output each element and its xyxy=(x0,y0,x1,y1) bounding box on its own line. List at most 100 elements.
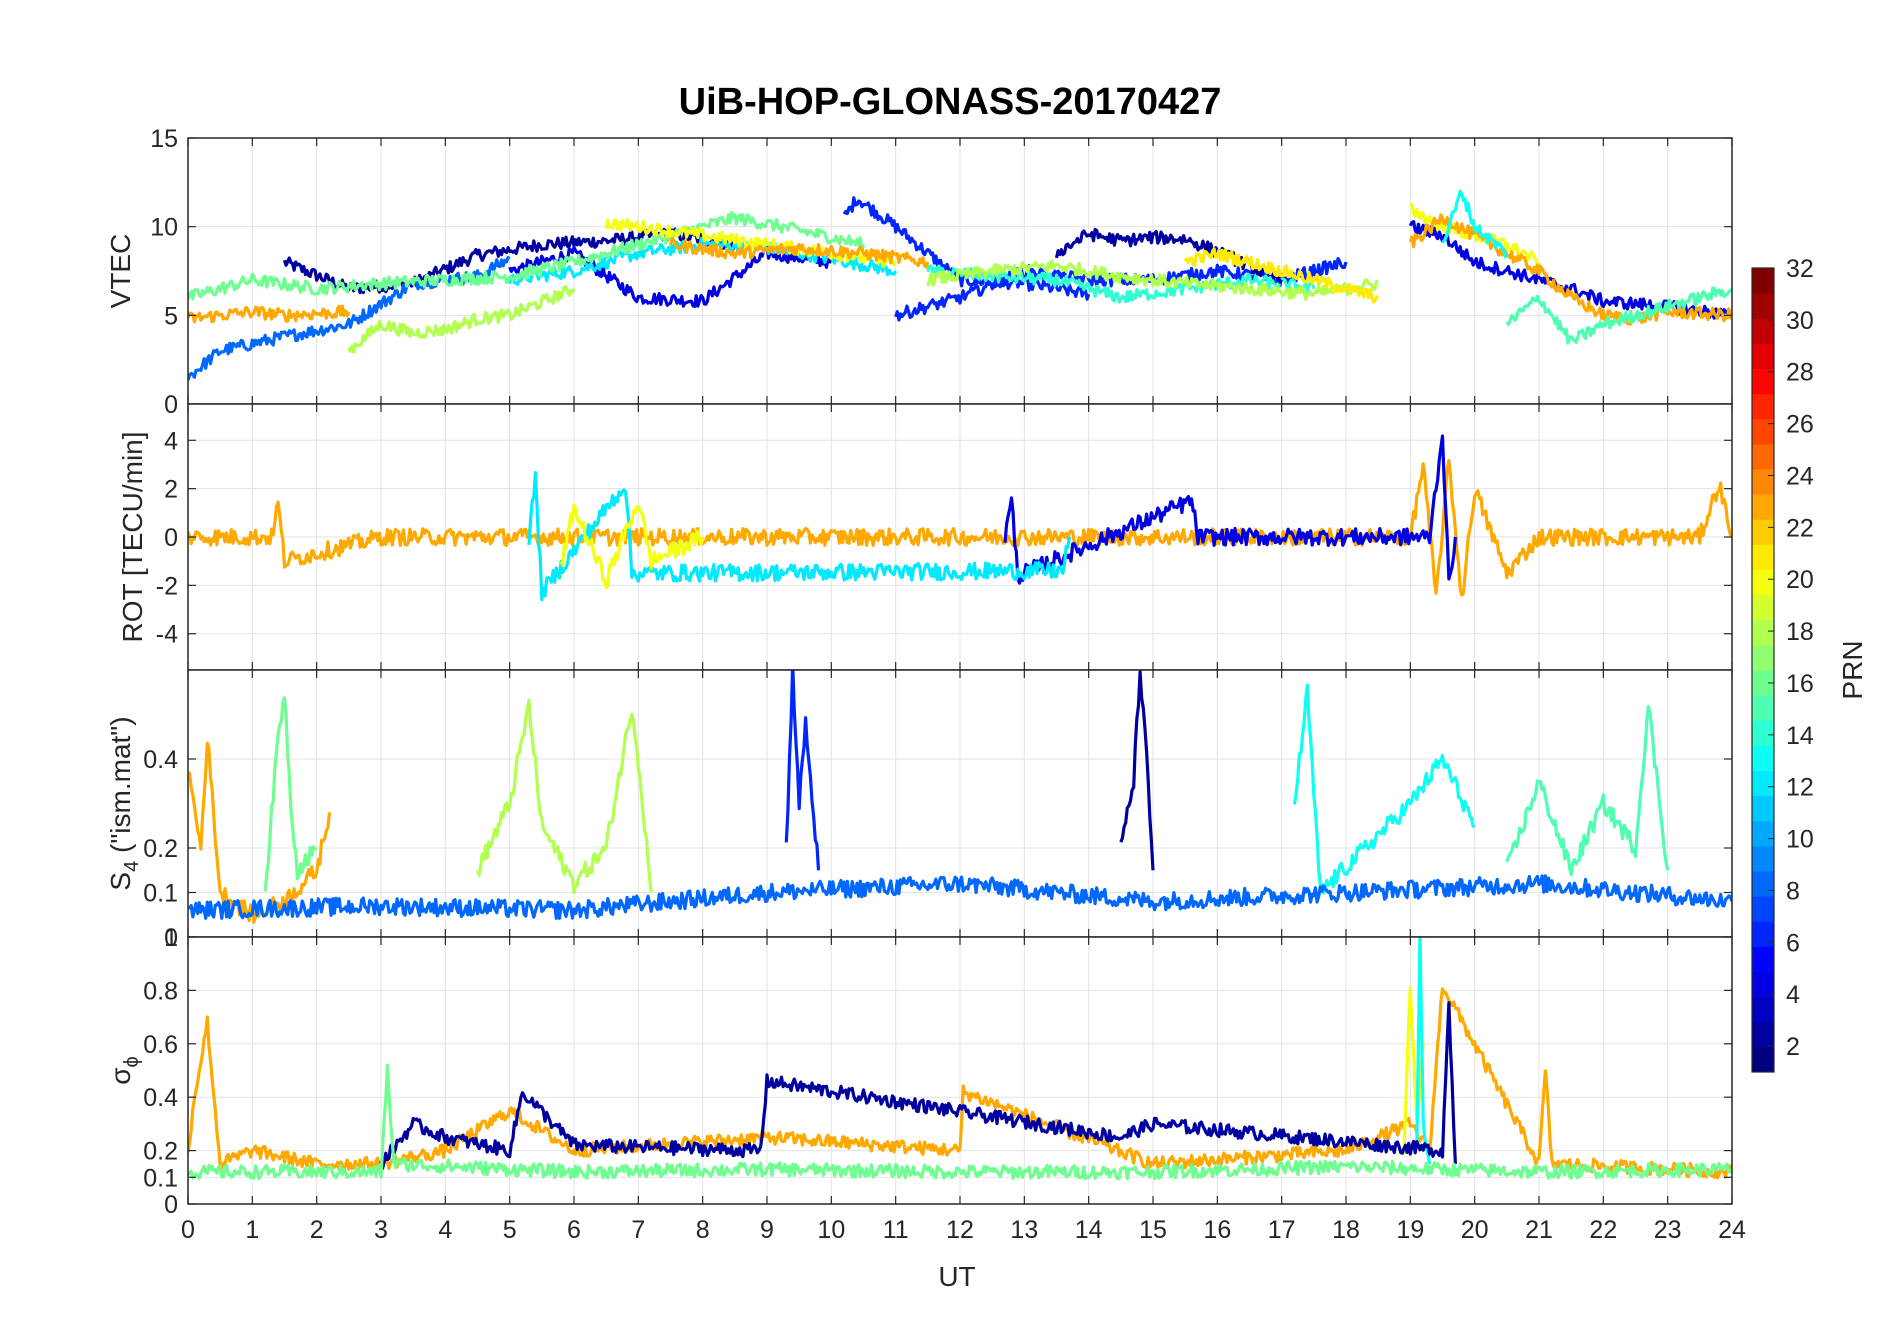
x-tick-label: 0 xyxy=(181,1216,195,1244)
colorbar-tick-label: 24 xyxy=(1786,462,1814,490)
series-line xyxy=(604,218,898,268)
y-tick-label: 5 xyxy=(164,302,178,330)
series-line xyxy=(188,741,332,924)
y-tick-label: 0.2 xyxy=(143,1138,178,1166)
colorbar-band xyxy=(1752,1021,1774,1048)
colorbar-tick-label: 32 xyxy=(1786,255,1814,283)
colorbar-band xyxy=(1752,293,1774,319)
colorbar-band xyxy=(1752,996,1774,1023)
y-tick-label: 10 xyxy=(150,214,178,242)
x-tick-label: 17 xyxy=(1268,1216,1296,1244)
series-group xyxy=(188,937,1732,1181)
y-tick-label: -4 xyxy=(156,621,178,649)
panel-s4: 0 0.1 0.2 0.4S4 ("ism.mat") xyxy=(105,669,1733,952)
series-line xyxy=(188,987,1732,1180)
series-line xyxy=(188,304,351,324)
x-tick-label: 19 xyxy=(1396,1216,1424,1244)
series-line xyxy=(527,471,1071,602)
colorbar-band xyxy=(1752,393,1774,420)
y-axis-label: S4 ("ism.mat") xyxy=(105,716,143,890)
colorbar-frame xyxy=(1751,267,1775,1073)
colorbar-tick-label: 2 xyxy=(1786,1033,1800,1061)
colorbar-band xyxy=(1752,569,1774,596)
x-tick-label: 20 xyxy=(1461,1216,1489,1244)
colorbar-band xyxy=(1752,670,1774,696)
series-line xyxy=(1183,247,1380,304)
series-line xyxy=(1415,937,1432,1165)
series-line xyxy=(379,1001,1457,1171)
colorbar-band xyxy=(1752,946,1774,972)
colorbar-band xyxy=(1752,971,1774,998)
y-tick-label: 0.2 xyxy=(143,835,178,863)
colorbar-band xyxy=(1752,820,1774,847)
x-tick-label: 18 xyxy=(1332,1216,1360,1244)
colorbar-tick-label: 8 xyxy=(1786,877,1800,905)
colorbar-band xyxy=(1752,845,1774,872)
series-group xyxy=(188,434,1732,602)
x-tick-label: 4 xyxy=(438,1216,452,1244)
colorbar-tick-label: 12 xyxy=(1786,774,1814,802)
y-tick-label: 1 xyxy=(164,924,178,952)
colorbar-band xyxy=(1752,418,1774,445)
colorbar-tick-label: 16 xyxy=(1786,670,1814,698)
x-tick-label: 1 xyxy=(245,1216,259,1244)
colorbar-band xyxy=(1752,921,1774,947)
colorbar-band xyxy=(1752,594,1774,621)
y-tick-label: 0 xyxy=(164,924,178,952)
colorbar-band xyxy=(1752,745,1774,771)
series-line xyxy=(347,285,576,354)
x-tick-label: 13 xyxy=(1010,1216,1038,1244)
colorbar-band xyxy=(1752,469,1774,495)
y-tick-label: 0.1 xyxy=(143,1164,178,1192)
series-line xyxy=(1054,227,1284,284)
colorbar-band xyxy=(1752,720,1774,746)
series-line xyxy=(1119,670,1155,871)
x-tick-label: 8 xyxy=(696,1216,710,1244)
colorbar-band xyxy=(1752,1046,1774,1073)
x-tick-label: 14 xyxy=(1075,1216,1103,1244)
colorbar-tick-label: 28 xyxy=(1786,359,1814,387)
x-tick-label: 3 xyxy=(374,1216,388,1244)
x-tick-label: 9 xyxy=(760,1216,774,1244)
series-line xyxy=(559,503,705,590)
y-tick-label: 15 xyxy=(150,125,178,153)
colorbar-label: PRN xyxy=(1837,640,1868,699)
colorbar-band xyxy=(1752,544,1774,570)
colorbar-band xyxy=(1752,795,1774,822)
x-tick-label: 23 xyxy=(1654,1216,1682,1244)
colorbar-tick-label: 18 xyxy=(1786,618,1814,646)
colorbar-band xyxy=(1752,644,1774,671)
colorbar-tick-label: 6 xyxy=(1786,929,1800,957)
x-tick-label: 12 xyxy=(946,1216,974,1244)
series-line xyxy=(263,696,318,892)
colorbar-band xyxy=(1752,871,1774,897)
series-line xyxy=(926,264,1316,304)
colorbar-band xyxy=(1752,343,1774,369)
series-line xyxy=(1003,434,1457,585)
series-line xyxy=(188,874,1732,920)
colorbar-band xyxy=(1752,368,1774,395)
series-line xyxy=(926,259,1380,301)
y-tick-label: 0 xyxy=(164,391,178,419)
y-tick-label: 4 xyxy=(164,427,178,455)
colorbar-band xyxy=(1752,519,1774,545)
y-axis-label: ROT [TECU/min] xyxy=(117,431,148,642)
y-axis-label: VTEC xyxy=(105,234,136,309)
colorbar-tick-label: 20 xyxy=(1786,566,1814,594)
colorbar-tick-label: 14 xyxy=(1786,722,1814,750)
panel-vtec: 0 5 10 15 VTEC xyxy=(105,125,1733,419)
y-tick-label: -2 xyxy=(156,572,178,600)
colorbar-tick-label: 30 xyxy=(1786,307,1814,335)
series-line xyxy=(475,698,653,895)
x-tick-label: 10 xyxy=(817,1216,845,1244)
series-line xyxy=(188,1063,1732,1181)
colorbar-band xyxy=(1752,695,1774,721)
panel-rot: -4 -2 0 2 4 ROT [TECU/min] xyxy=(117,403,1733,671)
colorbar-tick-label: 10 xyxy=(1786,826,1814,854)
x-tick-labels: 0 1 2 3 4 5 6 7 8 9 10 11 12 13 14 15 16 17 18 19 20 21 22 23 24 xyxy=(181,1216,1746,1244)
x-tick-label: 6 xyxy=(567,1216,581,1244)
y-tick-label: 0.8 xyxy=(143,977,178,1005)
